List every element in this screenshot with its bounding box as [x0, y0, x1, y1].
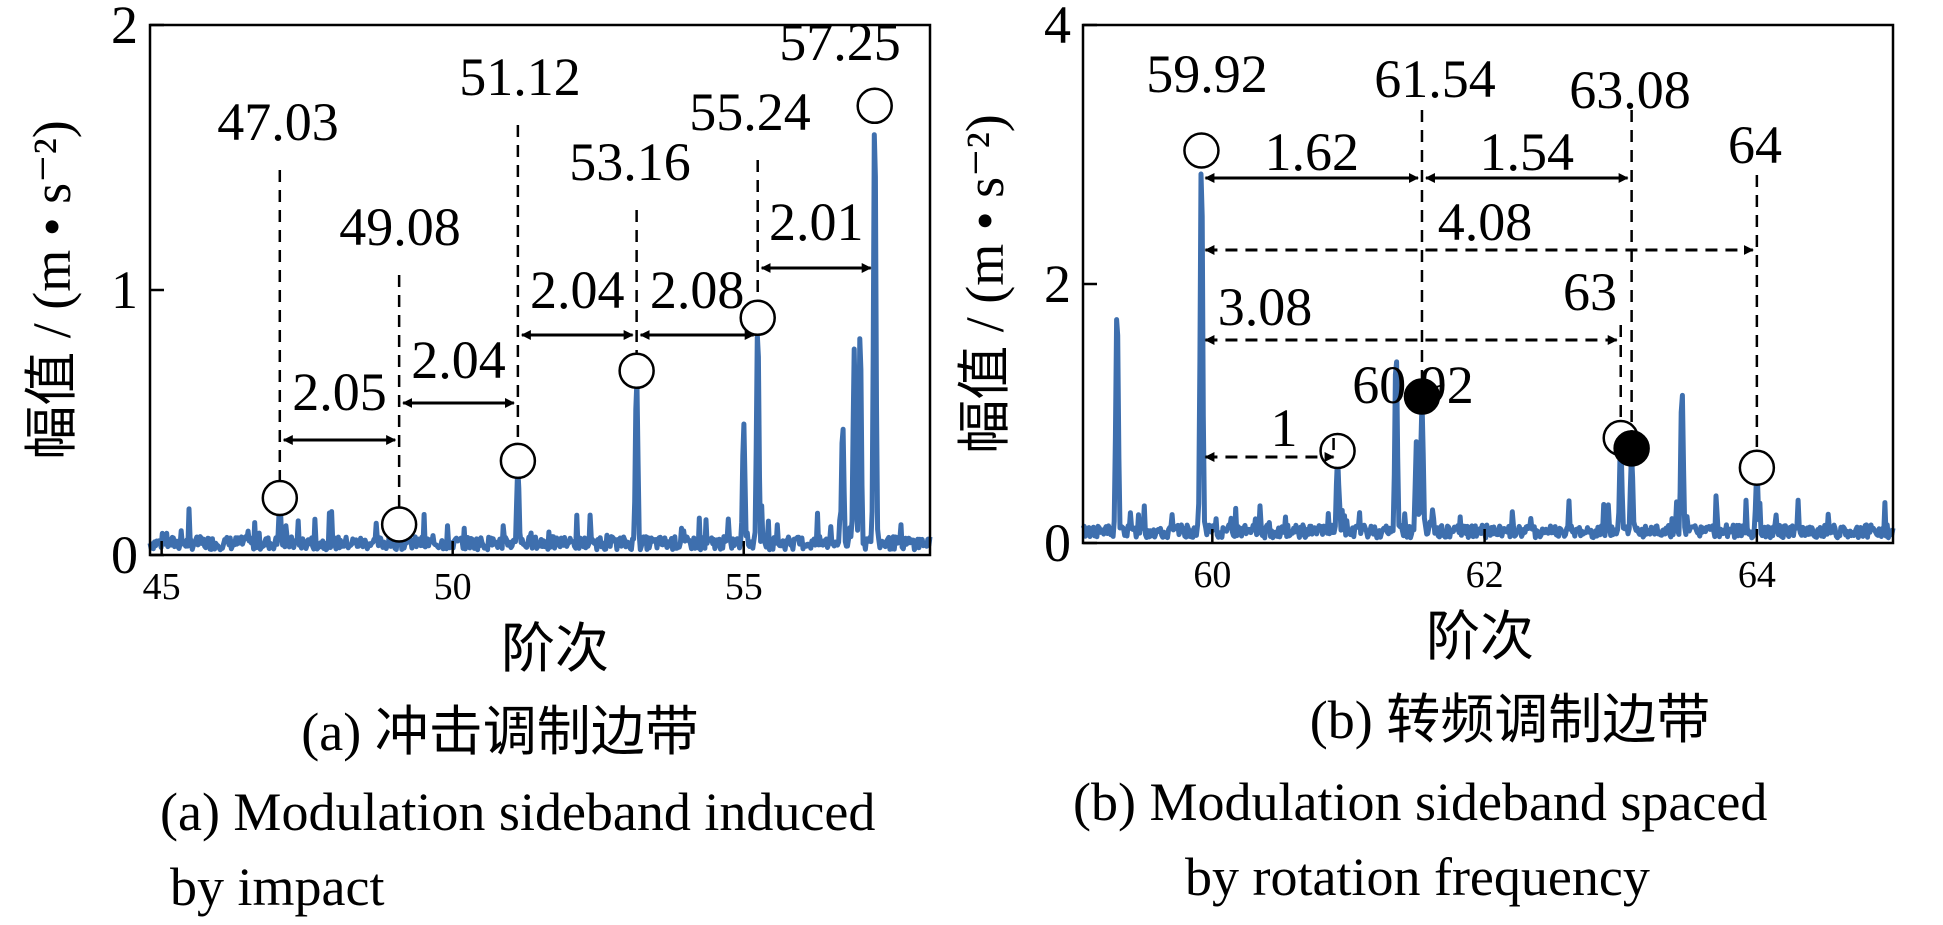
peak-marker-a: [499, 442, 537, 480]
spectrum-line-b: [1080, 171, 1896, 541]
x-axis-label-b: 阶次: [1426, 607, 1534, 667]
caption-en-2-b: by rotation frequency: [1185, 847, 1650, 907]
peak-marker-a: [380, 506, 418, 543]
x-tick-label-a: 50: [434, 566, 472, 608]
x-axis-label-a: 阶次: [501, 619, 609, 679]
peak-marker-b: [1403, 378, 1441, 415]
peak-marker-a: [618, 352, 655, 390]
spacing-label-b: 3.08: [1218, 277, 1313, 337]
caption-cn-b: (b) 转频调制边带: [1310, 690, 1710, 750]
y-tick-label-b: 0: [1044, 513, 1071, 573]
chart-panel-b: 60 62 64 0 2 4 阶次 幅值 / (m • s⁻²) (b) 转频调制边带 (b) M…: [955, 0, 1896, 907]
peak-label-a: 47.03: [217, 92, 339, 152]
peak-marker-a: [739, 299, 776, 337]
y-tick-label-a: 2: [111, 0, 138, 55]
spacing-label-b: 1.62: [1264, 122, 1359, 182]
spacing-label-a: 2.05: [292, 362, 387, 422]
peak-label-b: 63.08: [1569, 60, 1691, 120]
spacing-label-b: 4.08: [1438, 192, 1533, 252]
peak-marker-b: [1319, 432, 1356, 470]
caption-en-2-a: by impact: [170, 857, 384, 917]
y-axis-label-a: 幅值 / (m • s⁻²): [22, 120, 82, 460]
x-tick-label-b: 64: [1738, 554, 1776, 596]
caption-en-a: (a) Modulation sideband induced: [160, 782, 875, 842]
y-tick-label-a: 1: [111, 260, 138, 320]
y-tick-label-b: 4: [1044, 0, 1071, 55]
spacing-label-a: 2.04: [411, 330, 506, 390]
caption-en-b: (b) Modulation sideband spaced: [1073, 772, 1767, 832]
x-tick-label-a: 55: [725, 566, 763, 608]
peak-marker-b: [1613, 430, 1650, 467]
y-tick-label-b: 2: [1044, 254, 1071, 314]
peak-marker-b: [1183, 132, 1220, 169]
peak-label-b: 61.54: [1374, 49, 1496, 109]
caption-cn-a: (a) 冲击调制边带: [301, 702, 698, 762]
y-tick-label-a: 0: [111, 525, 138, 585]
peak-label-b: 59.92: [1146, 44, 1268, 104]
spacing-label-a: 2.08: [650, 260, 745, 320]
spacing-label-a: 2.04: [530, 260, 625, 320]
y-axis-label-b: 幅值 / (m • s⁻²): [955, 114, 1015, 454]
chart-panel-a: 45 50 55 0 1 2 阶次 幅值 / (m • s⁻²) (a) 冲击调制边带 (a) M…: [22, 0, 933, 917]
peak-marker-b: [1738, 449, 1776, 487]
peak-label-a: 53.16: [569, 132, 691, 192]
peak-label-a: 49.08: [339, 197, 461, 257]
peak-marker-a: [261, 479, 299, 517]
x-tick-label-b: 60: [1193, 554, 1231, 596]
peak-label-a: 55.24: [689, 82, 811, 142]
spacing-label-b: 1: [1271, 398, 1298, 458]
peak-label-a: 57.25: [779, 12, 901, 72]
x-tick-label-b: 62: [1466, 554, 1504, 596]
peak-label-b: 63: [1563, 262, 1617, 322]
peak-marker-a: [856, 87, 893, 125]
spacing-label-a: 2.01: [769, 192, 864, 252]
peak-label-a: 51.12: [459, 47, 581, 107]
spacing-label-b: 1.54: [1480, 122, 1575, 182]
peak-label-b: 64: [1728, 115, 1782, 175]
peak-label-b: 60.92: [1352, 355, 1474, 415]
x-tick-label-a: 45: [143, 566, 181, 608]
